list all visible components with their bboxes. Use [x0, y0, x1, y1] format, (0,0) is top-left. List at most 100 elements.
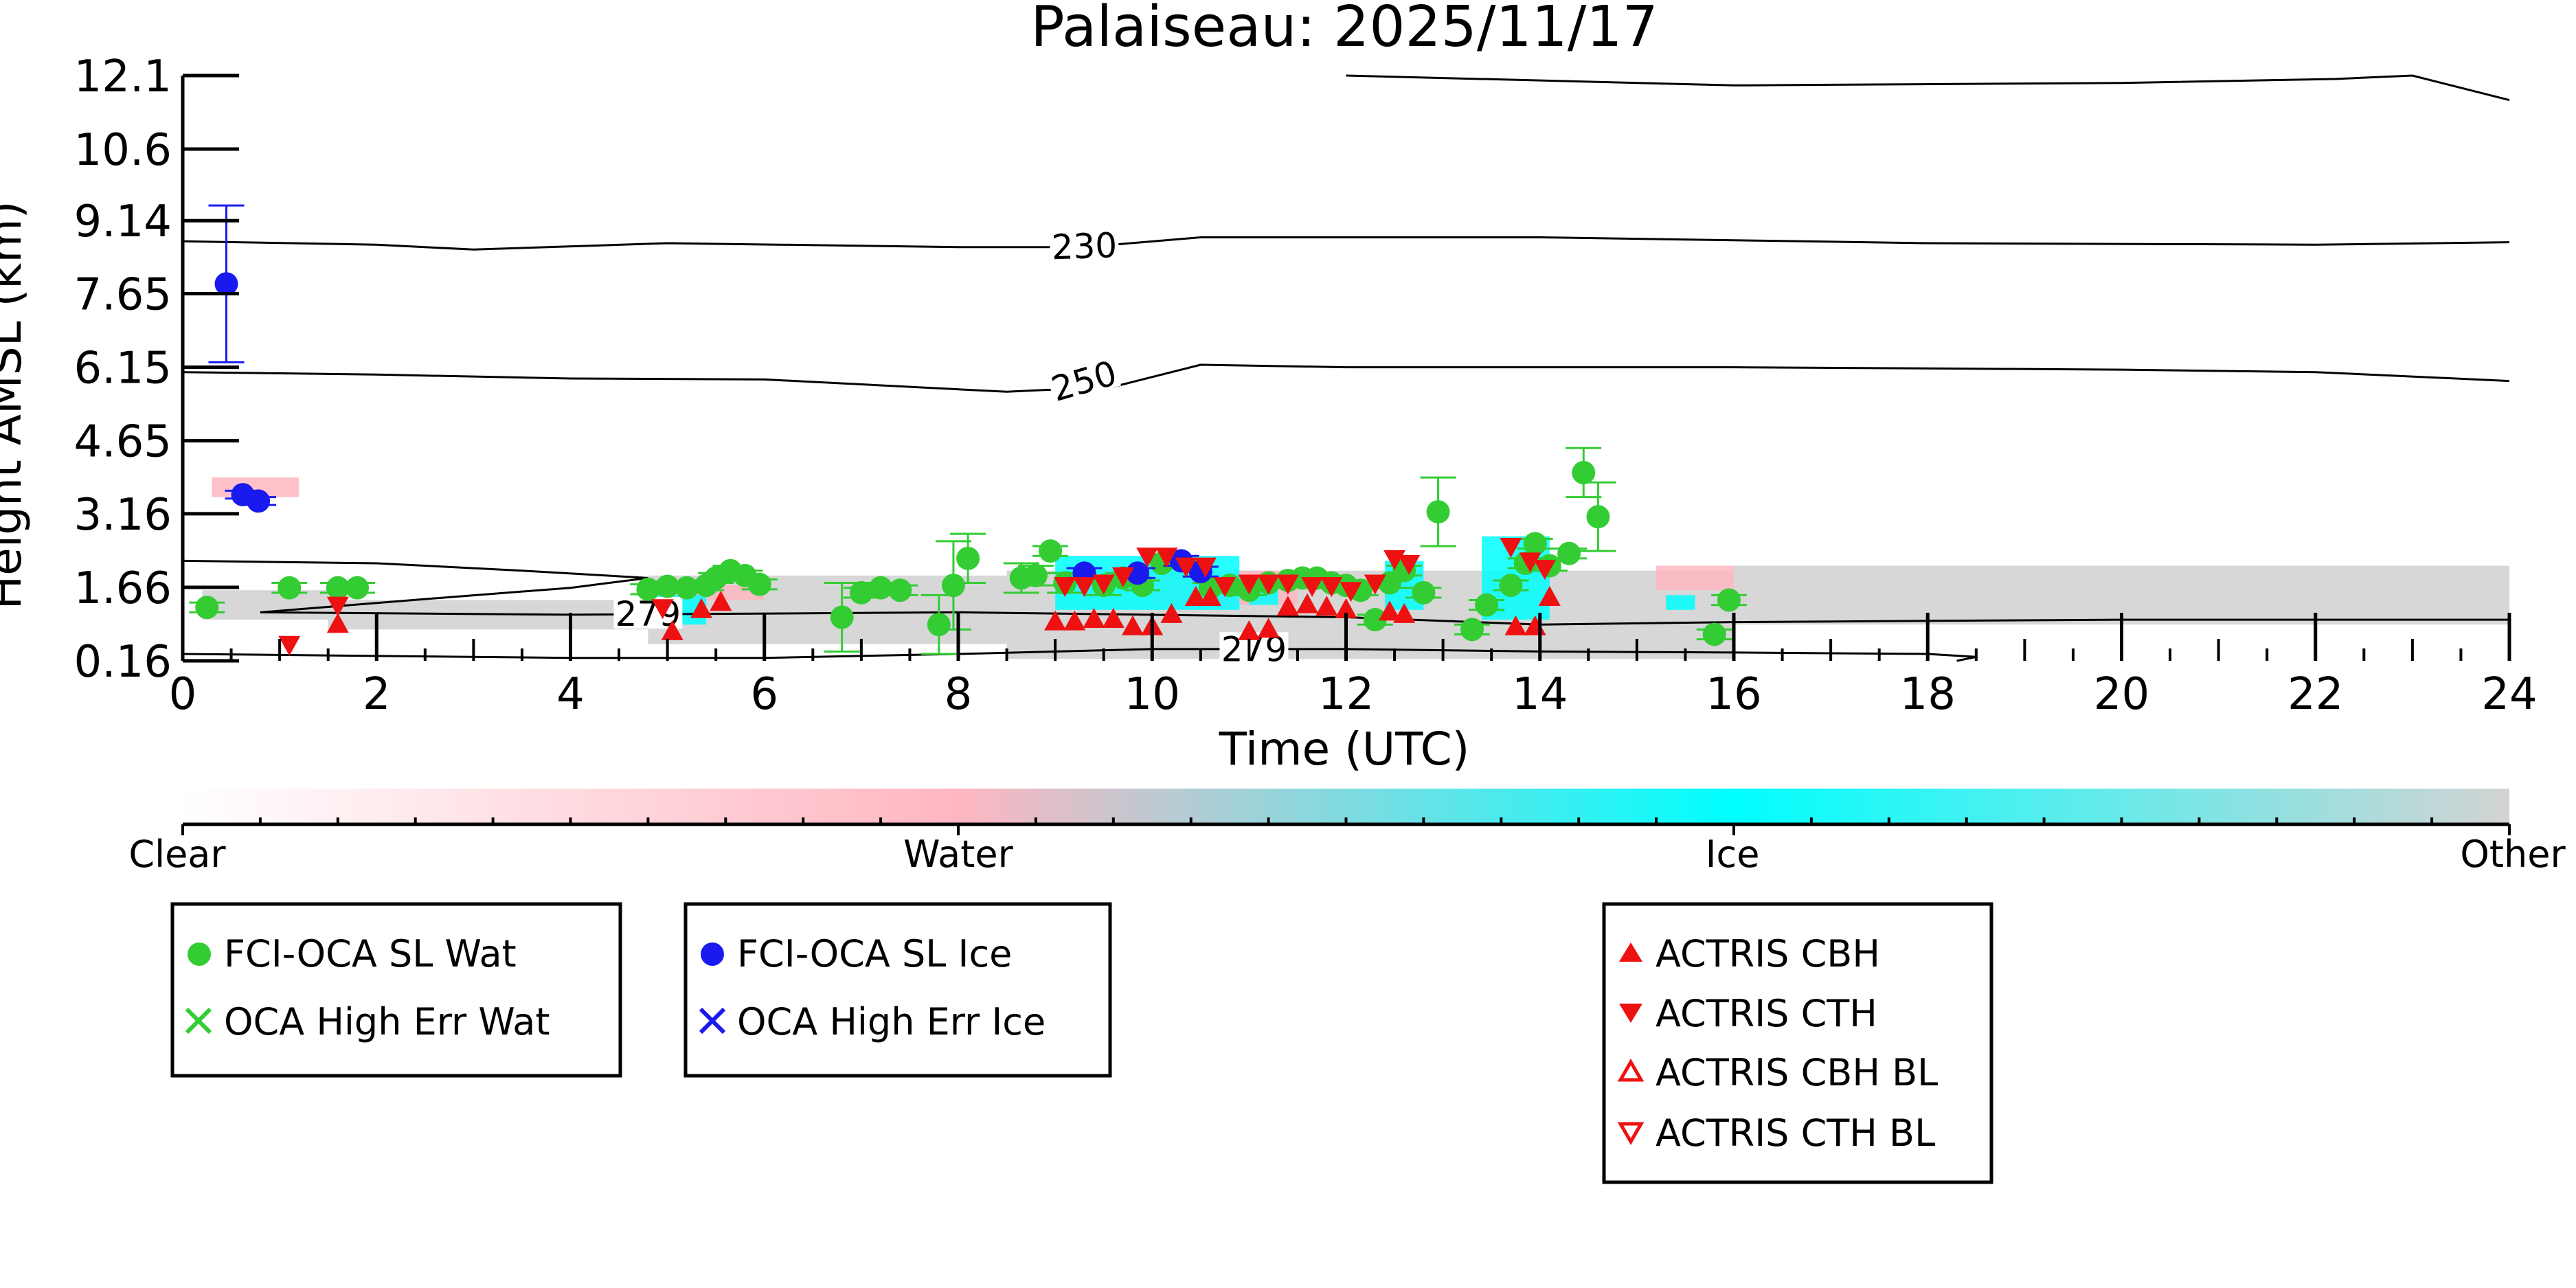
data-point	[1063, 610, 1086, 631]
legend-label-cbh: ACTRIS CBH	[1656, 932, 1880, 975]
y-axis-label: Height AMSL (km)	[0, 201, 32, 610]
x-axis-label: Time (UTC)	[1219, 723, 1470, 776]
legend-label-cth: ACTRIS CTH	[1656, 992, 1877, 1035]
legend-actris: ACTRIS CBH ACTRIS CTH ACTRIS CBH BL ACTR…	[1602, 902, 1993, 1184]
y-tick-label: 0.16	[74, 637, 172, 688]
data-point	[1126, 561, 1150, 585]
data-point	[1276, 574, 1299, 595]
data-point	[247, 489, 271, 513]
data-point	[1499, 574, 1523, 598]
legend-ice: FCI-OCA SL Ice OCA High Err Ice	[683, 902, 1112, 1078]
x-tick-label: 2	[363, 669, 391, 720]
y-tick-label: 7.65	[74, 270, 172, 321]
data-point	[1702, 622, 1726, 646]
data-point	[1379, 600, 1401, 621]
y-tick-label: 9.14	[74, 196, 172, 247]
data-point	[1155, 547, 1178, 568]
x-tick-label: 4	[556, 669, 585, 720]
data-point	[1335, 598, 1357, 618]
data-point	[278, 635, 301, 656]
colorbar-label-clear: Clear	[128, 833, 226, 876]
cloud-mask-region	[1666, 595, 1695, 610]
legend-box	[683, 902, 1112, 1078]
data-point	[1398, 555, 1421, 575]
cloud-mask-region	[1656, 565, 1734, 591]
data-point	[1301, 577, 1324, 598]
data-point	[675, 576, 699, 600]
y-tick-label: 6.15	[74, 343, 172, 394]
data-point	[1538, 585, 1561, 606]
x-tick-label: 6	[750, 669, 778, 720]
data-point	[326, 596, 349, 617]
data-point	[1238, 620, 1261, 640]
y-tick-label: 3.16	[74, 490, 172, 541]
data-point	[888, 578, 912, 602]
x-tick-label: 14	[1512, 669, 1568, 720]
data-point	[690, 598, 713, 618]
y-tick-label: 4.65	[74, 417, 172, 468]
data-point	[1194, 557, 1217, 578]
legend-label-cbh-bl: ACTRIS CBH BL	[1656, 1051, 1938, 1094]
data-point	[1039, 539, 1063, 563]
colorbar-ticks	[181, 817, 2511, 835]
data-point	[346, 576, 370, 600]
x-tick-label: 18	[1900, 669, 1956, 720]
data-point	[1044, 610, 1067, 631]
data-point	[941, 574, 965, 598]
data-point	[1363, 608, 1387, 632]
y-tick-label: 1.66	[74, 563, 172, 614]
data-point	[278, 576, 302, 600]
data-point	[1393, 602, 1416, 623]
data-point	[1557, 541, 1581, 565]
cloud-mask	[202, 477, 2509, 659]
data-point	[1073, 577, 1096, 598]
data-point	[747, 572, 771, 596]
data-point	[661, 620, 683, 640]
data-point	[1257, 574, 1280, 595]
legend-box	[1602, 902, 1993, 1184]
data-point	[1315, 596, 1338, 616]
colorbar-label-ice: Ice	[1706, 833, 1760, 876]
data-point	[1111, 567, 1134, 587]
contour-line	[182, 363, 2510, 393]
contour-line	[182, 236, 2510, 251]
data-point	[1054, 577, 1076, 598]
data-point	[1533, 560, 1556, 580]
data-point	[956, 546, 980, 570]
data-point	[195, 596, 219, 620]
legend-marker-cbh	[1619, 942, 1642, 962]
legend-label-sl-ice: FCI-OCA SL Ice	[737, 932, 1012, 975]
x-tick-label: 20	[2094, 669, 2149, 720]
legend-marker-err-ice	[699, 1007, 726, 1035]
y-tick-label: 12.1	[74, 52, 172, 102]
data-point	[1717, 588, 1741, 612]
data-point	[1320, 577, 1343, 598]
data-point	[1122, 615, 1144, 635]
data-point	[1136, 547, 1159, 568]
x-tick-label: 10	[1125, 669, 1180, 720]
data-point	[927, 613, 951, 637]
x-tick-label: 8	[945, 669, 973, 720]
contour-label: 250	[1047, 353, 1121, 409]
contour-line	[1346, 74, 2510, 102]
data-point	[326, 613, 349, 633]
data-point	[1364, 574, 1386, 595]
data-point	[1160, 602, 1183, 623]
data-point	[651, 599, 674, 620]
legend-label-err-ice: OCA High Err Ice	[737, 1000, 1046, 1043]
contour-line	[182, 559, 2509, 626]
legend-marker-err-wat	[185, 1007, 212, 1035]
colorbar-label-other: Other	[2460, 833, 2566, 876]
contour-label-bg	[1046, 355, 1122, 405]
data-point	[849, 580, 873, 605]
contour-label: 230	[1051, 225, 1118, 267]
legend-box	[170, 902, 622, 1078]
data-point	[1257, 618, 1280, 638]
data-point	[1296, 593, 1319, 613]
data-point	[1175, 557, 1197, 578]
data-point	[1214, 577, 1236, 598]
data-point	[1276, 596, 1299, 616]
data-point	[1083, 608, 1105, 629]
